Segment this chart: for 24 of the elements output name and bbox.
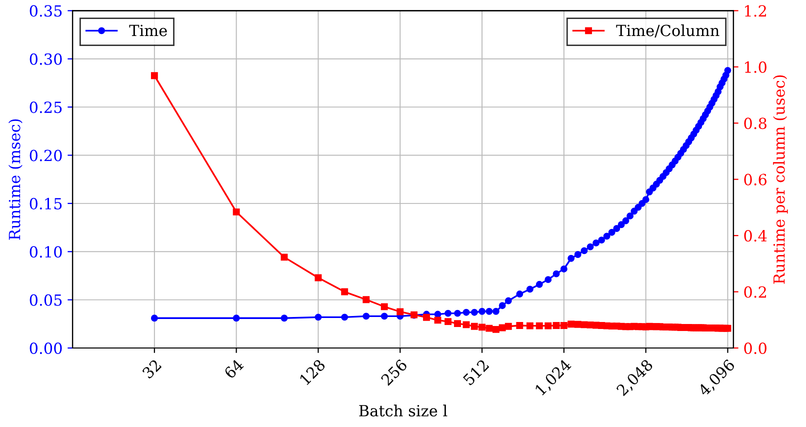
- y2-tick-label: 0.4: [744, 230, 767, 242]
- y2-tick-label: 0.2: [744, 286, 766, 298]
- x-tick-label: 128: [299, 358, 326, 386]
- y-tick-label: 0.10: [30, 246, 62, 258]
- y-tick-label: 0.05: [30, 294, 62, 306]
- x-tick-label: 64: [224, 358, 244, 380]
- y2-tick-label: 0.0: [744, 342, 766, 354]
- x-tick-label: 32: [142, 358, 162, 380]
- y2-tick-label: 0.8: [744, 118, 766, 130]
- y2-tick-label: 0.6: [744, 174, 767, 186]
- y-tick-label: 0.35: [30, 5, 62, 17]
- y-tick-label: 0.00: [30, 342, 62, 354]
- y2-tick-label: 1.0: [745, 61, 766, 73]
- legend-label: Time: [129, 24, 167, 36]
- y-tick-label: 0.30: [30, 53, 62, 65]
- x-axis-title: Batch size l: [359, 404, 448, 416]
- y-tick-label: 0.15: [30, 198, 62, 210]
- y2-axis-title: Runtime per column (usec): [773, 75, 788, 284]
- y-axis-title: Runtime (msec): [8, 119, 22, 240]
- x-tick-label: 512: [462, 358, 490, 386]
- y-tick-label: 0.25: [30, 102, 62, 114]
- y2-tick-label: 1.2: [745, 5, 766, 17]
- legend-label: Time/Column: [616, 24, 720, 38]
- y-tick-label: 0.20: [30, 150, 62, 162]
